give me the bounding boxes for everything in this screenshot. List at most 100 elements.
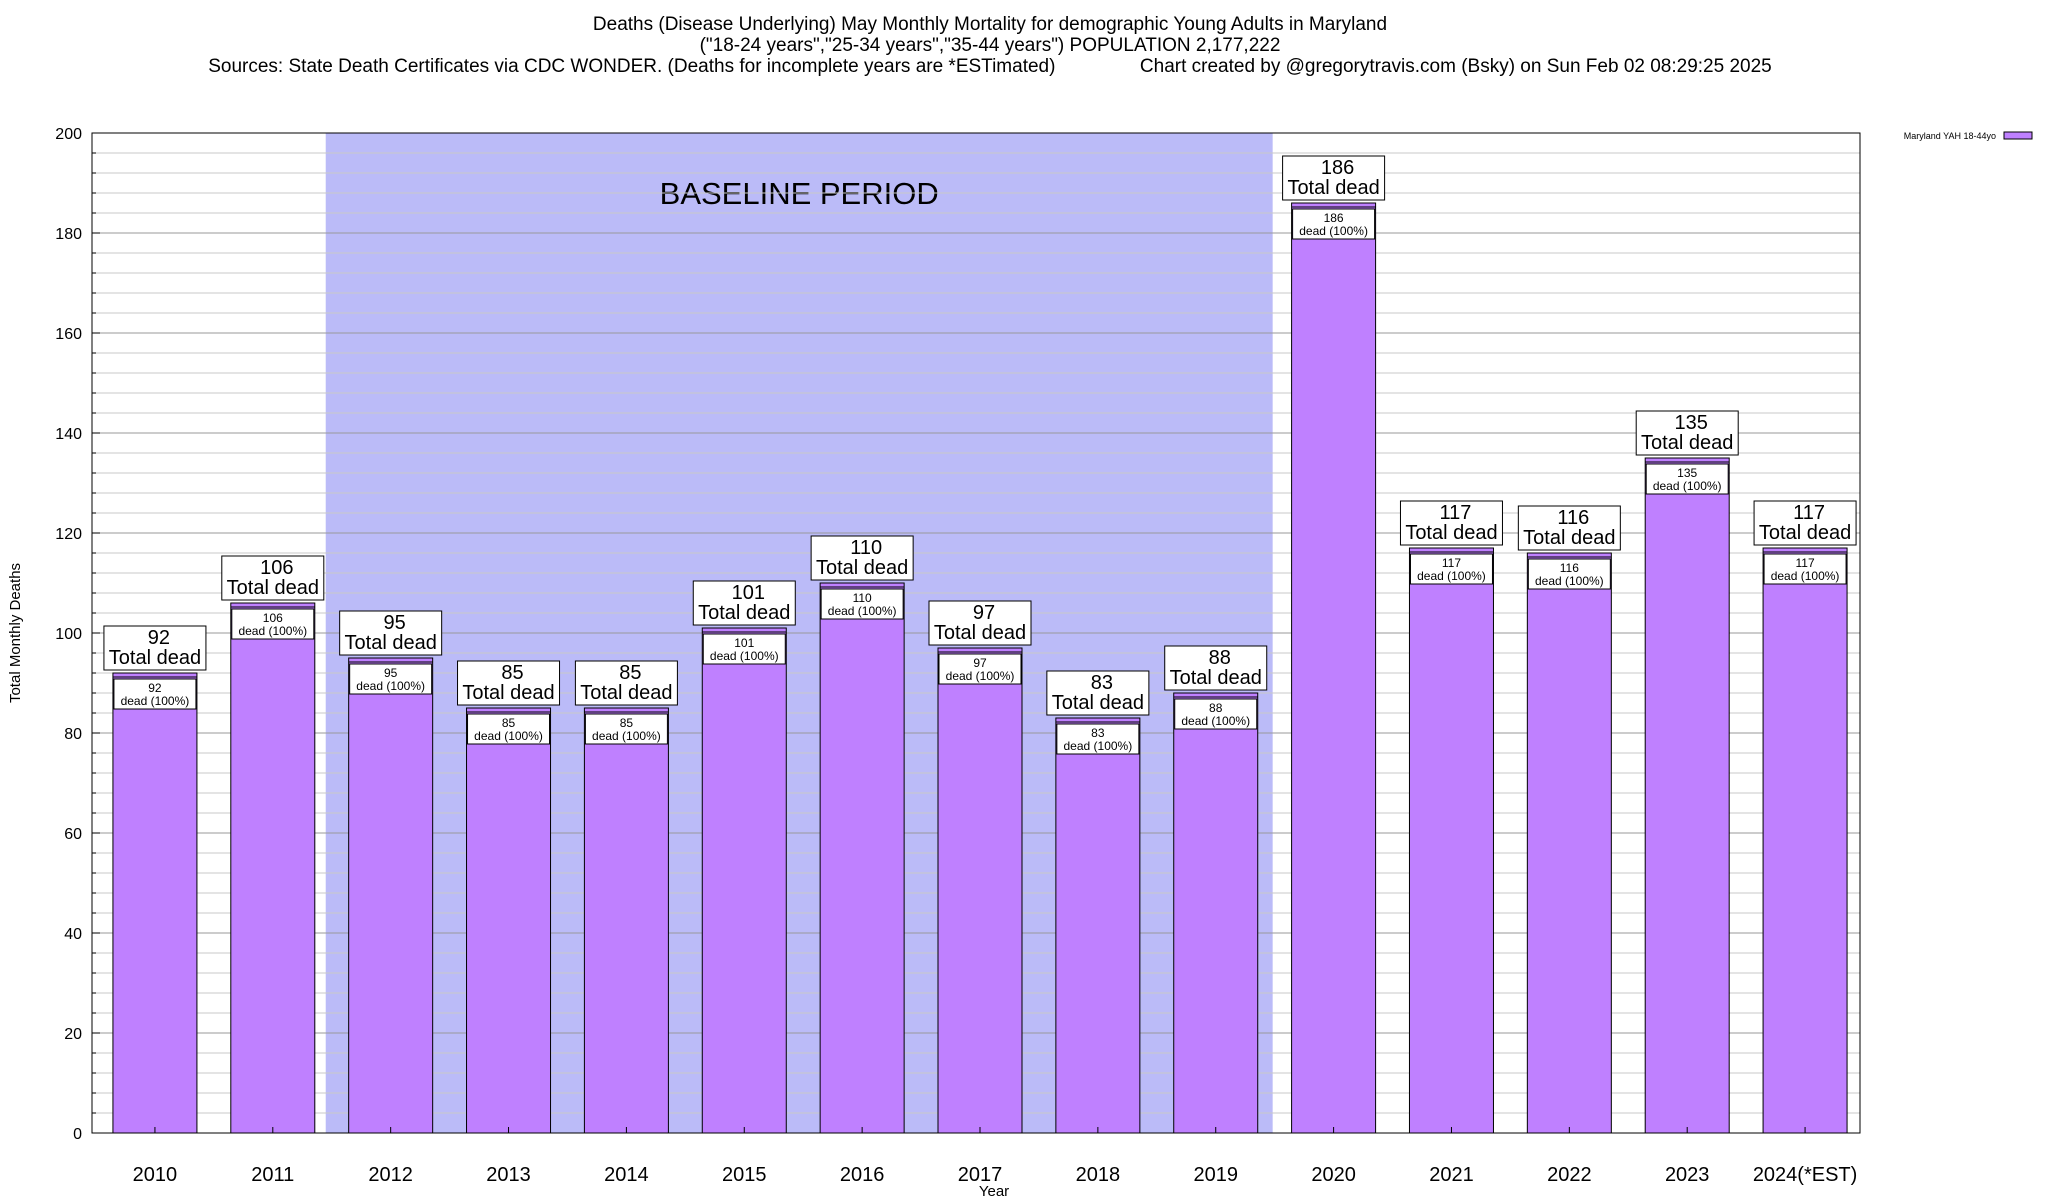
bar-inner-value: 83 [1091, 726, 1105, 740]
bar-inner-value: 117 [1442, 556, 1461, 570]
y-tick-label: 100 [55, 626, 82, 643]
x-tick-label-2014: 2014 [604, 1164, 649, 1186]
legend-label: Maryland YAH 18-44yo [1904, 131, 1996, 141]
bar-2010 [112, 672, 198, 1134]
bar-inner-label-box [1409, 553, 1493, 585]
bar-2024(*EST) [1762, 547, 1848, 1134]
bar-total-value: 110 [850, 537, 882, 559]
bar-inner-value: 85 [620, 716, 634, 730]
y-tick-label: 180 [55, 226, 82, 243]
x-tick-label-2015: 2015 [722, 1164, 767, 1186]
bar-total-suffix: Total dead [1170, 667, 1262, 689]
bar-total-suffix: Total dead [1759, 522, 1851, 544]
bar-inner-value: 186 [1324, 211, 1344, 225]
bar-total-label-box [103, 625, 207, 671]
bar-inner-label-box [231, 608, 315, 640]
y-tick-label: 160 [55, 326, 82, 343]
bar-total-label-box [339, 610, 443, 656]
bar-inner-label-box [938, 653, 1022, 685]
bar-total-label-box [457, 660, 561, 706]
bar-inner-value: 92 [148, 681, 162, 695]
bar-inner-label-box [1763, 553, 1847, 585]
bar-total-suffix: Total dead [345, 632, 437, 654]
bar-2014 [583, 707, 669, 1134]
x-tick-label-2012: 2012 [368, 1164, 413, 1186]
bar-inner-label-box [349, 663, 433, 695]
bar-total-label-box [1282, 155, 1386, 201]
bar-2021 [1408, 547, 1494, 1134]
bar-2020 [1291, 202, 1377, 1134]
bar-inner-label-box [1527, 558, 1611, 590]
bar-total-label-box [810, 535, 914, 581]
bar-inner-label-box [467, 713, 551, 745]
x-tick-label-2020: 2020 [1311, 1164, 1356, 1186]
bar-total-label-box [1046, 670, 1150, 716]
bar-total-label-box [574, 660, 678, 706]
bar-total-suffix: Total dead [816, 557, 908, 579]
bar-inner-percent: dead (100%) [1064, 739, 1133, 753]
bar-inner-percent: dead (100%) [710, 649, 779, 663]
bar-2016 [819, 582, 905, 1134]
bar-inner-percent: dead (100%) [1299, 224, 1368, 238]
bar-inner-value: 97 [973, 656, 987, 670]
bar-inner-value: 106 [263, 611, 283, 625]
y-tick-label: 140 [55, 426, 82, 443]
chart-subtitle: ("18-24 years","25-34 years","35-44 year… [699, 35, 1281, 56]
x-tick-label-2016: 2016 [840, 1164, 885, 1186]
x-tick-label-2011: 2011 [251, 1164, 294, 1186]
bar-inner-percent: dead (100%) [1771, 569, 1840, 583]
chart-sources: Sources: State Death Certificates via CD… [208, 56, 1056, 77]
bar-total-value: 85 [619, 662, 641, 684]
bar-inner-value: 101 [734, 636, 754, 650]
bar-inner-value: 85 [502, 716, 516, 730]
y-tick-label: 120 [55, 526, 82, 543]
bar-total-suffix: Total dead [227, 577, 319, 599]
bar-2012 [348, 657, 434, 1134]
bar-total-value: 106 [260, 557, 293, 579]
bar-inner-percent: dead (100%) [828, 604, 897, 618]
chart-credit: Chart created by @gregorytravis.com (Bsk… [1139, 56, 1772, 77]
bar-total-value: 83 [1091, 672, 1113, 694]
bar-total-suffix: Total dead [109, 647, 201, 669]
bar-total-label-box [221, 555, 325, 601]
bar-inner-percent: dead (100%) [356, 679, 425, 693]
bar-inner-label-box [820, 588, 904, 620]
bar-2013 [466, 707, 552, 1134]
bar-inner-percent: dead (100%) [1181, 714, 1250, 728]
bar-inner-percent: dead (100%) [1535, 574, 1604, 588]
bar-inner-value: 117 [1795, 556, 1814, 570]
bar-2017 [937, 647, 1023, 1134]
bar-total-suffix: Total dead [1405, 522, 1497, 544]
bar-2015 [701, 627, 787, 1134]
bar-total-suffix: Total dead [934, 622, 1026, 644]
bar-total-value: 88 [1209, 647, 1231, 669]
x-axis-label: Year [979, 1183, 1009, 1200]
bar-total-label-box [1517, 505, 1621, 551]
bar-total-suffix: Total dead [1523, 527, 1615, 549]
chart-title: Deaths (Disease Underlying) May Monthly … [592, 14, 1388, 35]
bar-inner-percent: dead (100%) [121, 694, 190, 708]
bar-inner-value: 116 [1560, 561, 1579, 575]
bar-inner-percent: dead (100%) [1417, 569, 1486, 583]
y-tick-label: 80 [64, 726, 82, 743]
bar-inner-value: 95 [384, 666, 398, 680]
bar-2011 [230, 602, 316, 1134]
bar-total-label-box [1753, 500, 1857, 546]
bar-total-value: 117 [1793, 502, 1825, 524]
x-tick-label-2018: 2018 [1076, 1164, 1121, 1186]
bar-total-label-box [692, 580, 796, 626]
bar-total-value: 101 [732, 582, 765, 604]
bar-2023 [1644, 457, 1730, 1134]
y-tick-label: 60 [64, 826, 82, 843]
y-axis-label: Total Monthly Deaths [7, 563, 24, 703]
bar-total-value: 95 [384, 612, 406, 634]
bar-total-value: 186 [1321, 157, 1354, 179]
bar-inner-label-box [1056, 723, 1140, 755]
y-tick-label: 0 [73, 1126, 82, 1143]
bar-inner-value: 135 [1677, 466, 1697, 480]
bar-total-value: 135 [1675, 412, 1708, 434]
x-tick-label-2010: 2010 [133, 1164, 178, 1186]
bar-total-value: 92 [148, 627, 170, 649]
bar-inner-label-box [702, 633, 786, 665]
